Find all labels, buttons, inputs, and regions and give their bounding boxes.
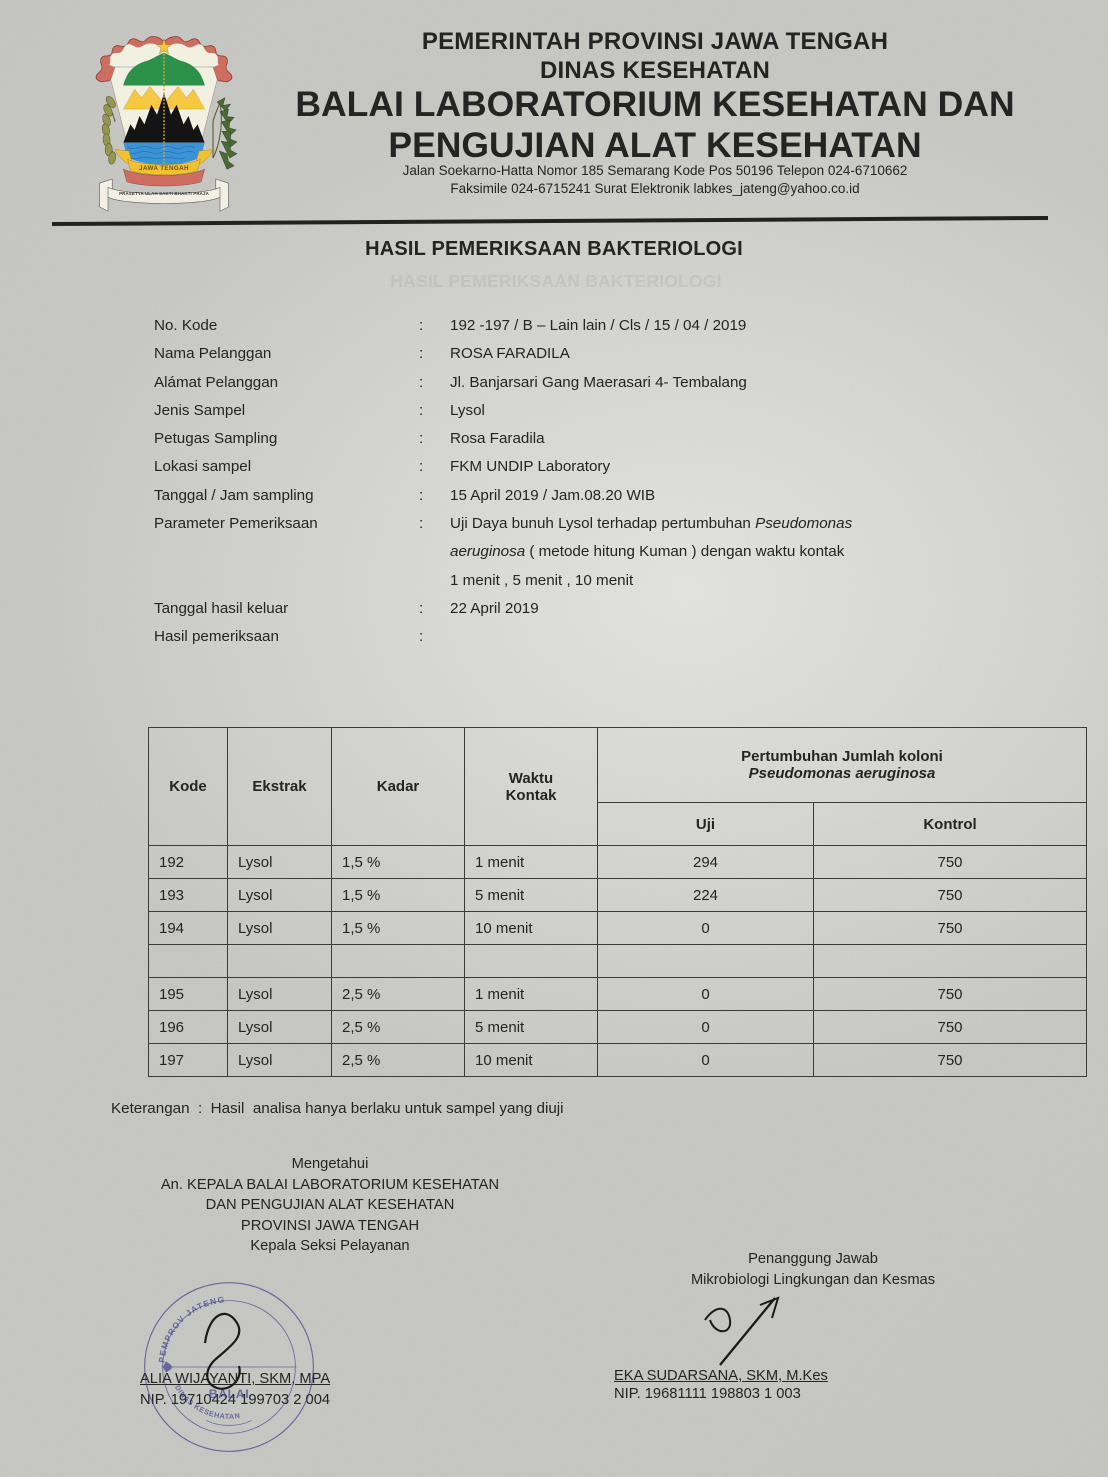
svg-text:JAWA TENGAH: JAWA TENGAH <box>139 165 189 172</box>
svg-text:PRASETYA ULAH SAKTI BHAKTI PRA: PRASETYA ULAH SAKTI BHAKTI PRAJA <box>119 191 210 196</box>
